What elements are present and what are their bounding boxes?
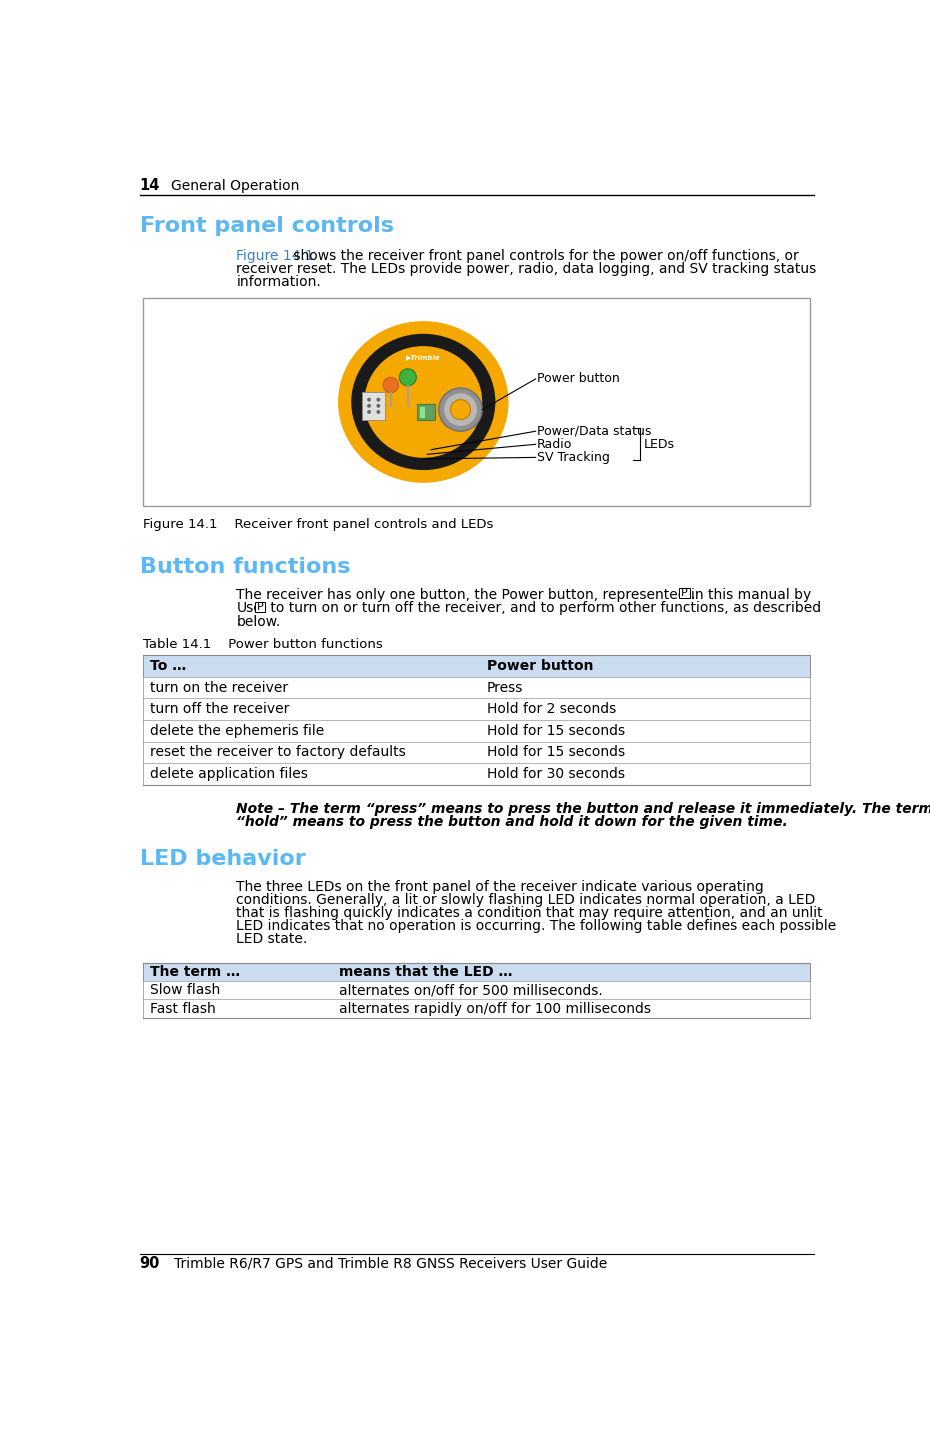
FancyBboxPatch shape (143, 298, 810, 507)
Text: delete application files: delete application files (150, 767, 308, 781)
Text: P: P (682, 588, 688, 598)
Text: SV Tracking: SV Tracking (538, 451, 610, 464)
Circle shape (439, 388, 482, 431)
FancyBboxPatch shape (143, 963, 810, 982)
Circle shape (367, 411, 371, 414)
Text: Use: Use (236, 601, 262, 615)
Circle shape (399, 369, 417, 386)
Text: Radio: Radio (538, 438, 573, 451)
Text: LEDs: LEDs (644, 438, 674, 451)
FancyBboxPatch shape (143, 999, 810, 1017)
Text: General Operation: General Operation (170, 179, 299, 193)
Text: reset the receiver to factory defaults: reset the receiver to factory defaults (150, 746, 405, 760)
Text: conditions. Generally, a lit or slowly flashing LED indicates normal operation, : conditions. Generally, a lit or slowly f… (236, 893, 816, 907)
Ellipse shape (339, 321, 509, 482)
Circle shape (377, 411, 380, 414)
Text: Power button: Power button (538, 372, 620, 385)
FancyBboxPatch shape (255, 602, 265, 612)
Text: P: P (257, 602, 263, 612)
Text: Hold for 30 seconds: Hold for 30 seconds (486, 767, 625, 781)
Text: The three LEDs on the front panel of the receiver indicate various operating: The three LEDs on the front panel of the… (236, 880, 764, 894)
FancyBboxPatch shape (143, 982, 810, 999)
Text: delete the ephemeris file: delete the ephemeris file (150, 724, 324, 738)
Text: Figure 14.1: Figure 14.1 (236, 249, 314, 263)
Text: LED indicates that no operation is occurring. The following table defines each p: LED indicates that no operation is occur… (236, 919, 837, 933)
Text: Press: Press (486, 681, 523, 694)
Text: turn off the receiver: turn off the receiver (150, 703, 289, 716)
FancyBboxPatch shape (143, 655, 810, 677)
Text: Button functions: Button functions (140, 557, 350, 577)
Text: “hold” means to press the button and hold it down for the given time.: “hold” means to press the button and hol… (236, 816, 788, 830)
Circle shape (450, 399, 471, 419)
Text: that is flashing quickly indicates a condition that may require attention, and a: that is flashing quickly indicates a con… (236, 906, 823, 920)
Text: Power/Data status: Power/Data status (538, 425, 652, 438)
Text: turn on the receiver: turn on the receiver (150, 681, 287, 694)
FancyBboxPatch shape (143, 698, 810, 720)
Circle shape (377, 404, 380, 408)
Text: to turn on or turn off the receiver, and to perform other functions, as describe: to turn on or turn off the receiver, and… (266, 601, 821, 615)
Ellipse shape (365, 346, 482, 458)
Text: Trimble R6/R7 GPS and Trimble R8 GNSS Receivers User Guide: Trimble R6/R7 GPS and Trimble R8 GNSS Re… (175, 1256, 607, 1271)
Circle shape (444, 392, 478, 426)
FancyBboxPatch shape (679, 588, 690, 598)
Text: receiver reset. The LEDs provide power, radio, data logging, and SV tracking sta: receiver reset. The LEDs provide power, … (236, 262, 817, 276)
FancyBboxPatch shape (143, 677, 810, 698)
Text: The term …: The term … (150, 964, 240, 979)
Ellipse shape (352, 333, 496, 471)
Text: Fast flash: Fast flash (150, 1002, 216, 1016)
Circle shape (383, 378, 399, 392)
Text: alternates rapidly on/off for 100 milliseconds: alternates rapidly on/off for 100 millis… (339, 1002, 651, 1016)
Text: ▶Trimble: ▶Trimble (406, 355, 441, 361)
Text: Hold for 2 seconds: Hold for 2 seconds (486, 703, 616, 716)
Text: Power button: Power button (486, 660, 593, 673)
Text: Front panel controls: Front panel controls (140, 216, 393, 236)
Text: alternates on/off for 500 milliseconds.: alternates on/off for 500 milliseconds. (339, 983, 604, 997)
Text: .: . (690, 588, 695, 601)
Text: Hold for 15 seconds: Hold for 15 seconds (486, 724, 625, 738)
Circle shape (377, 398, 380, 402)
Text: 14: 14 (140, 177, 160, 193)
Text: Slow flash: Slow flash (150, 983, 219, 997)
Text: shows the receiver front panel controls for the power on/off functions, or: shows the receiver front panel controls … (289, 249, 799, 263)
FancyBboxPatch shape (417, 404, 434, 421)
Text: information.: information. (236, 275, 321, 289)
Bar (418, 406, 425, 418)
Text: 90: 90 (140, 1256, 160, 1271)
Text: LED behavior: LED behavior (140, 850, 305, 869)
FancyBboxPatch shape (143, 720, 810, 741)
Text: Figure 14.1    Receiver front panel controls and LEDs: Figure 14.1 Receiver front panel control… (143, 518, 494, 531)
Text: To …: To … (150, 660, 186, 673)
Text: Table 14.1    Power button functions: Table 14.1 Power button functions (143, 638, 383, 651)
Text: The receiver has only one button, the Power button, represented in this manual b: The receiver has only one button, the Po… (236, 588, 812, 601)
Text: LED state.: LED state. (236, 933, 308, 946)
FancyBboxPatch shape (143, 741, 810, 763)
Circle shape (367, 404, 371, 408)
FancyBboxPatch shape (143, 763, 810, 784)
Text: Hold for 15 seconds: Hold for 15 seconds (486, 746, 625, 760)
Circle shape (367, 398, 371, 402)
Text: below.: below. (236, 615, 281, 630)
FancyBboxPatch shape (362, 392, 385, 419)
Text: Note – The term “press” means to press the button and release it immediately. Th: Note – The term “press” means to press t… (236, 801, 930, 816)
Text: means that the LED …: means that the LED … (339, 964, 513, 979)
